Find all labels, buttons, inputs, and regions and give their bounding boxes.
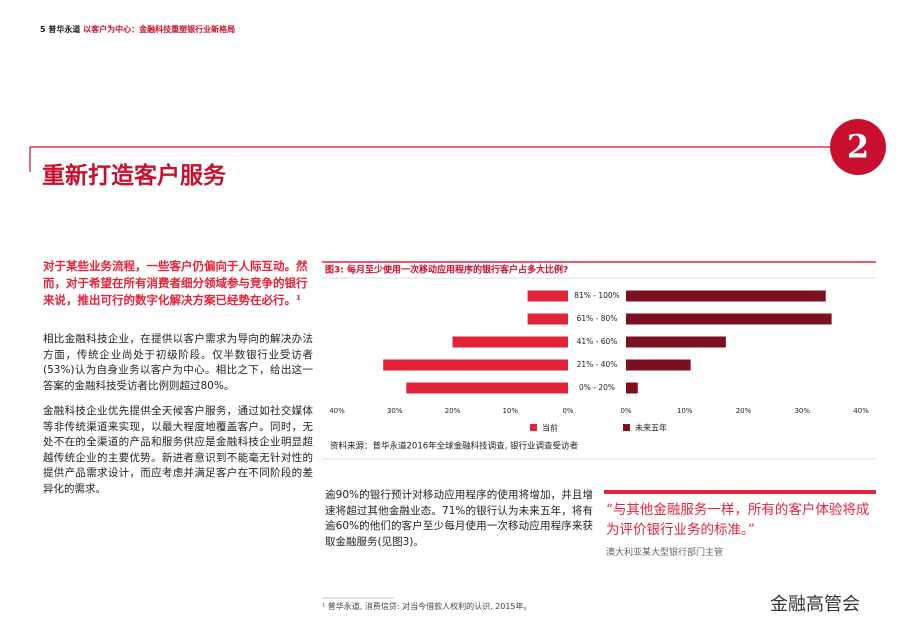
bar [626, 382, 638, 394]
page-number: 5 [40, 25, 46, 34]
x-tick-label: 0% [562, 407, 573, 415]
x-tick-label: 10% [502, 407, 518, 415]
lead: 对于某些业务流程，一些客户仍偏向于人际互动。然而，对于希望在所有消费者细分领域参… [43, 259, 308, 307]
category-label: 41% - 60% [577, 337, 618, 346]
x-tick-label: 0% [620, 407, 631, 415]
x-tick-label: 10% [677, 407, 693, 415]
paragraph: 金融科技企业优先提供全天候客户服务，通过如社交媒体等非传统渠道来实现，以最大程度… [43, 405, 313, 495]
bar [406, 382, 568, 394]
quote: “与其他金融服务一样，所有的客户体验将成为评价银行业务的标准。” [606, 502, 870, 538]
x-tick-label: 20% [445, 407, 461, 415]
x-tick-label: 30% [387, 407, 403, 415]
bar [383, 359, 568, 371]
quote-attribution: 澳大利亚某大型银行部门主管 [606, 548, 724, 558]
legend-swatch [530, 424, 537, 431]
paragraph: 逾90%的银行预计对移动应用程序的使用将增加，并且增速将超过其他金融业态。71%… [325, 489, 593, 548]
chart-source: 资料来源：普华永道2016年全球金融科技调查, 银行业调查受访者 [330, 441, 579, 452]
x-tick-label: 40% [329, 407, 345, 415]
category-label: 0% - 20% [579, 383, 615, 392]
category-label: 61% - 80% [577, 314, 618, 323]
x-tick-label: 20% [736, 407, 752, 415]
chart-title: 图3: 每月至少使用一次移动应用程序的银行客户占多大比例? [325, 264, 568, 276]
legend-label: 当前 [542, 423, 558, 433]
paragraph: 相比金融科技企业，在提供以客户需求为导向的解决办法方面，传统企业尚处于初级阶段。… [43, 333, 313, 392]
bar [626, 336, 726, 348]
brand: 普华永道 [48, 25, 81, 34]
bar [626, 313, 832, 325]
bar [527, 290, 568, 302]
bar [452, 336, 568, 348]
section-number: 2 [847, 128, 869, 166]
header-title: 以客户为中心：金融科技重塑银行业新格局 [83, 25, 236, 34]
legend-swatch [623, 424, 630, 431]
section-badge [830, 119, 886, 175]
section-title: 重新打造客户服务 [42, 162, 226, 189]
bar [626, 290, 826, 302]
bar [626, 359, 691, 371]
watermark: 金融高管会 [770, 594, 860, 615]
category-label: 21% - 40% [577, 360, 618, 369]
header: 5 普华永道 以客户为中心：金融科技重塑银行业新格局 [40, 24, 235, 35]
footnote: ¹ 普华永道, 消费信贷: 对当今借款人权利的认识, 2015年。 [322, 602, 532, 611]
bar [527, 313, 568, 325]
x-tick-label: 40% [853, 407, 869, 415]
x-tick-label: 30% [794, 407, 810, 415]
category-label: 81% - 100% [574, 291, 620, 300]
legend-label: 未来五年 [635, 423, 667, 433]
